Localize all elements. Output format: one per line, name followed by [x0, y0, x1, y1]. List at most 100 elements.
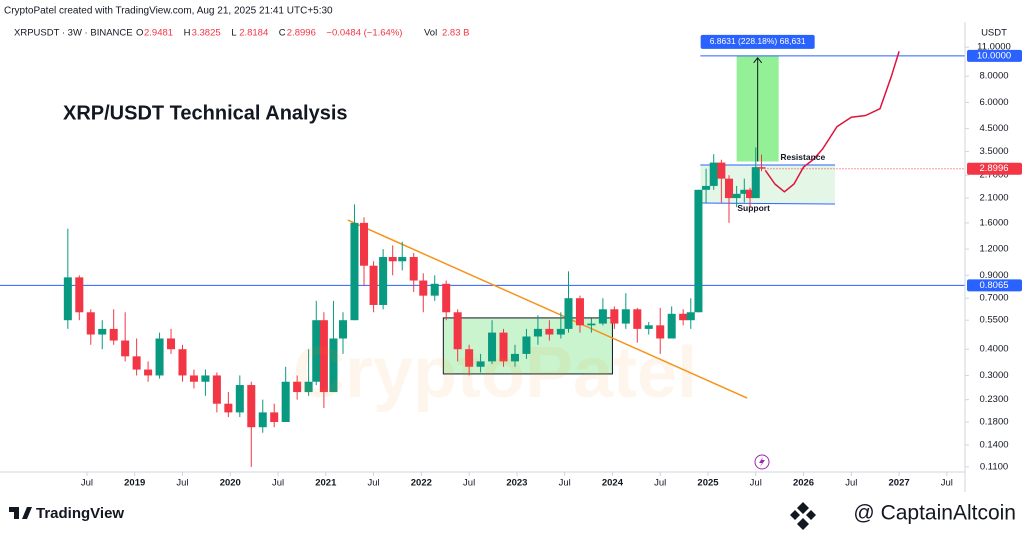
candle-body [740, 189, 749, 194]
candle-body [746, 189, 755, 199]
y-tick-label: 0.5500 [979, 315, 1008, 326]
candle-body [212, 375, 221, 404]
y-tick-label: 8.0000 [979, 71, 1008, 82]
watermark: CryptoPatel [293, 333, 697, 413]
measure-label: 6.8631 (228.18%) 68,631 [710, 36, 806, 46]
level-label-bg [967, 279, 1022, 292]
candle-body [732, 193, 741, 199]
currency: USDT [981, 28, 1007, 39]
candle-body [430, 283, 439, 296]
last-price-label: 2.8996 [979, 163, 1008, 174]
y-tick-label: 0.9000 [979, 270, 1008, 281]
candle-body [621, 309, 630, 324]
x-tick-label: Jul [654, 478, 666, 489]
candle-body [465, 349, 474, 367]
candle-body [751, 167, 760, 199]
candle-body [224, 403, 233, 413]
candle-body [587, 323, 596, 326]
candle-body [453, 312, 462, 350]
y-tick-label: 4.5000 [979, 123, 1008, 134]
y-tick-label: 0.2300 [979, 394, 1008, 405]
candle-body [132, 356, 141, 370]
event-icon[interactable] [754, 454, 770, 470]
candle-body [522, 336, 531, 354]
candle-body [533, 328, 542, 337]
candle-body [709, 162, 718, 186]
candle-body [360, 222, 369, 266]
candle-body [598, 309, 607, 324]
x-tick-label: Jul [81, 478, 93, 489]
candle-body [633, 309, 642, 329]
candle-body [556, 328, 565, 335]
ohlc-value: 2.8996 [287, 28, 316, 39]
y-tick-label: 0.4000 [979, 344, 1008, 355]
candle-body [167, 338, 176, 350]
candle-body [247, 385, 256, 428]
candle-body [476, 361, 485, 367]
candle-body [304, 381, 313, 393]
candle-body [319, 320, 328, 393]
candle-body [144, 369, 153, 376]
y-tick-label: 0.1100 [980, 461, 1008, 472]
candle-body [694, 189, 703, 313]
ohlc-value: 2.8184 [239, 28, 268, 39]
candle-body [178, 349, 187, 376]
change: −0.0484 (−1.64%) [326, 28, 402, 39]
x-tick-label: 2022 [411, 478, 432, 489]
x-tick-label: 2025 [697, 478, 719, 489]
candle-body [510, 353, 519, 362]
candle-body [575, 298, 584, 326]
candle-body [419, 280, 428, 296]
x-tick-label: 2021 [315, 478, 337, 489]
ohlc-key: L [231, 28, 236, 39]
measure-label-bg [700, 34, 815, 49]
level-label: 10.0000 [977, 50, 1011, 61]
candle-body [270, 412, 279, 423]
x-tick-label: Jul [272, 478, 284, 489]
footer-bg [0, 492, 1024, 536]
vol-value: 2.83 B [442, 28, 469, 39]
support-line [700, 202, 836, 205]
x-tick-label: 2027 [889, 478, 910, 489]
y-tick-label: 0.1800 [979, 417, 1008, 428]
y-tick-label: 1.2000 [979, 244, 1008, 255]
symbol: XRPUSDT · 3W · BINANCE [14, 28, 133, 39]
under-layer [0, 51, 965, 467]
candle-body [235, 385, 244, 413]
candle-body [717, 162, 726, 179]
vol-key: Vol [424, 28, 437, 39]
candle-body [312, 320, 321, 382]
tv-logo [9, 507, 32, 519]
y-tick-label: 0.1400 [979, 439, 1008, 450]
level-label-bg [967, 49, 1022, 62]
ohlc-key: O [136, 28, 143, 39]
candle-body [369, 265, 378, 305]
candle-body [63, 277, 72, 321]
x-tick-label: Jul [559, 478, 571, 489]
ohlc-key: H [184, 28, 191, 39]
support-label: Support [737, 203, 770, 213]
event-bolt [759, 457, 765, 467]
y-tick-label: 1.6000 [979, 217, 1008, 228]
trendline [347, 219, 748, 399]
x-tick-label: Jul [176, 478, 188, 489]
projection [764, 51, 900, 193]
handle-mark [790, 502, 816, 530]
y-tick-label: 3.5000 [979, 146, 1008, 157]
handle-icon [790, 502, 816, 530]
candle-body [564, 298, 573, 329]
candle-body [338, 320, 348, 339]
candle-body [329, 338, 338, 393]
candle-body [258, 412, 267, 428]
measure-arrowhead [753, 57, 763, 64]
x-tick-label: Jul [941, 478, 953, 489]
credit: CryptoPatel created with TradingView.com… [4, 6, 333, 17]
candle-body [679, 313, 688, 321]
candle-body [398, 257, 407, 262]
candle-body [98, 328, 107, 335]
x-tick-label: 2019 [124, 478, 145, 489]
candle-body [388, 257, 397, 262]
x-tick-label: Jul [368, 478, 380, 489]
